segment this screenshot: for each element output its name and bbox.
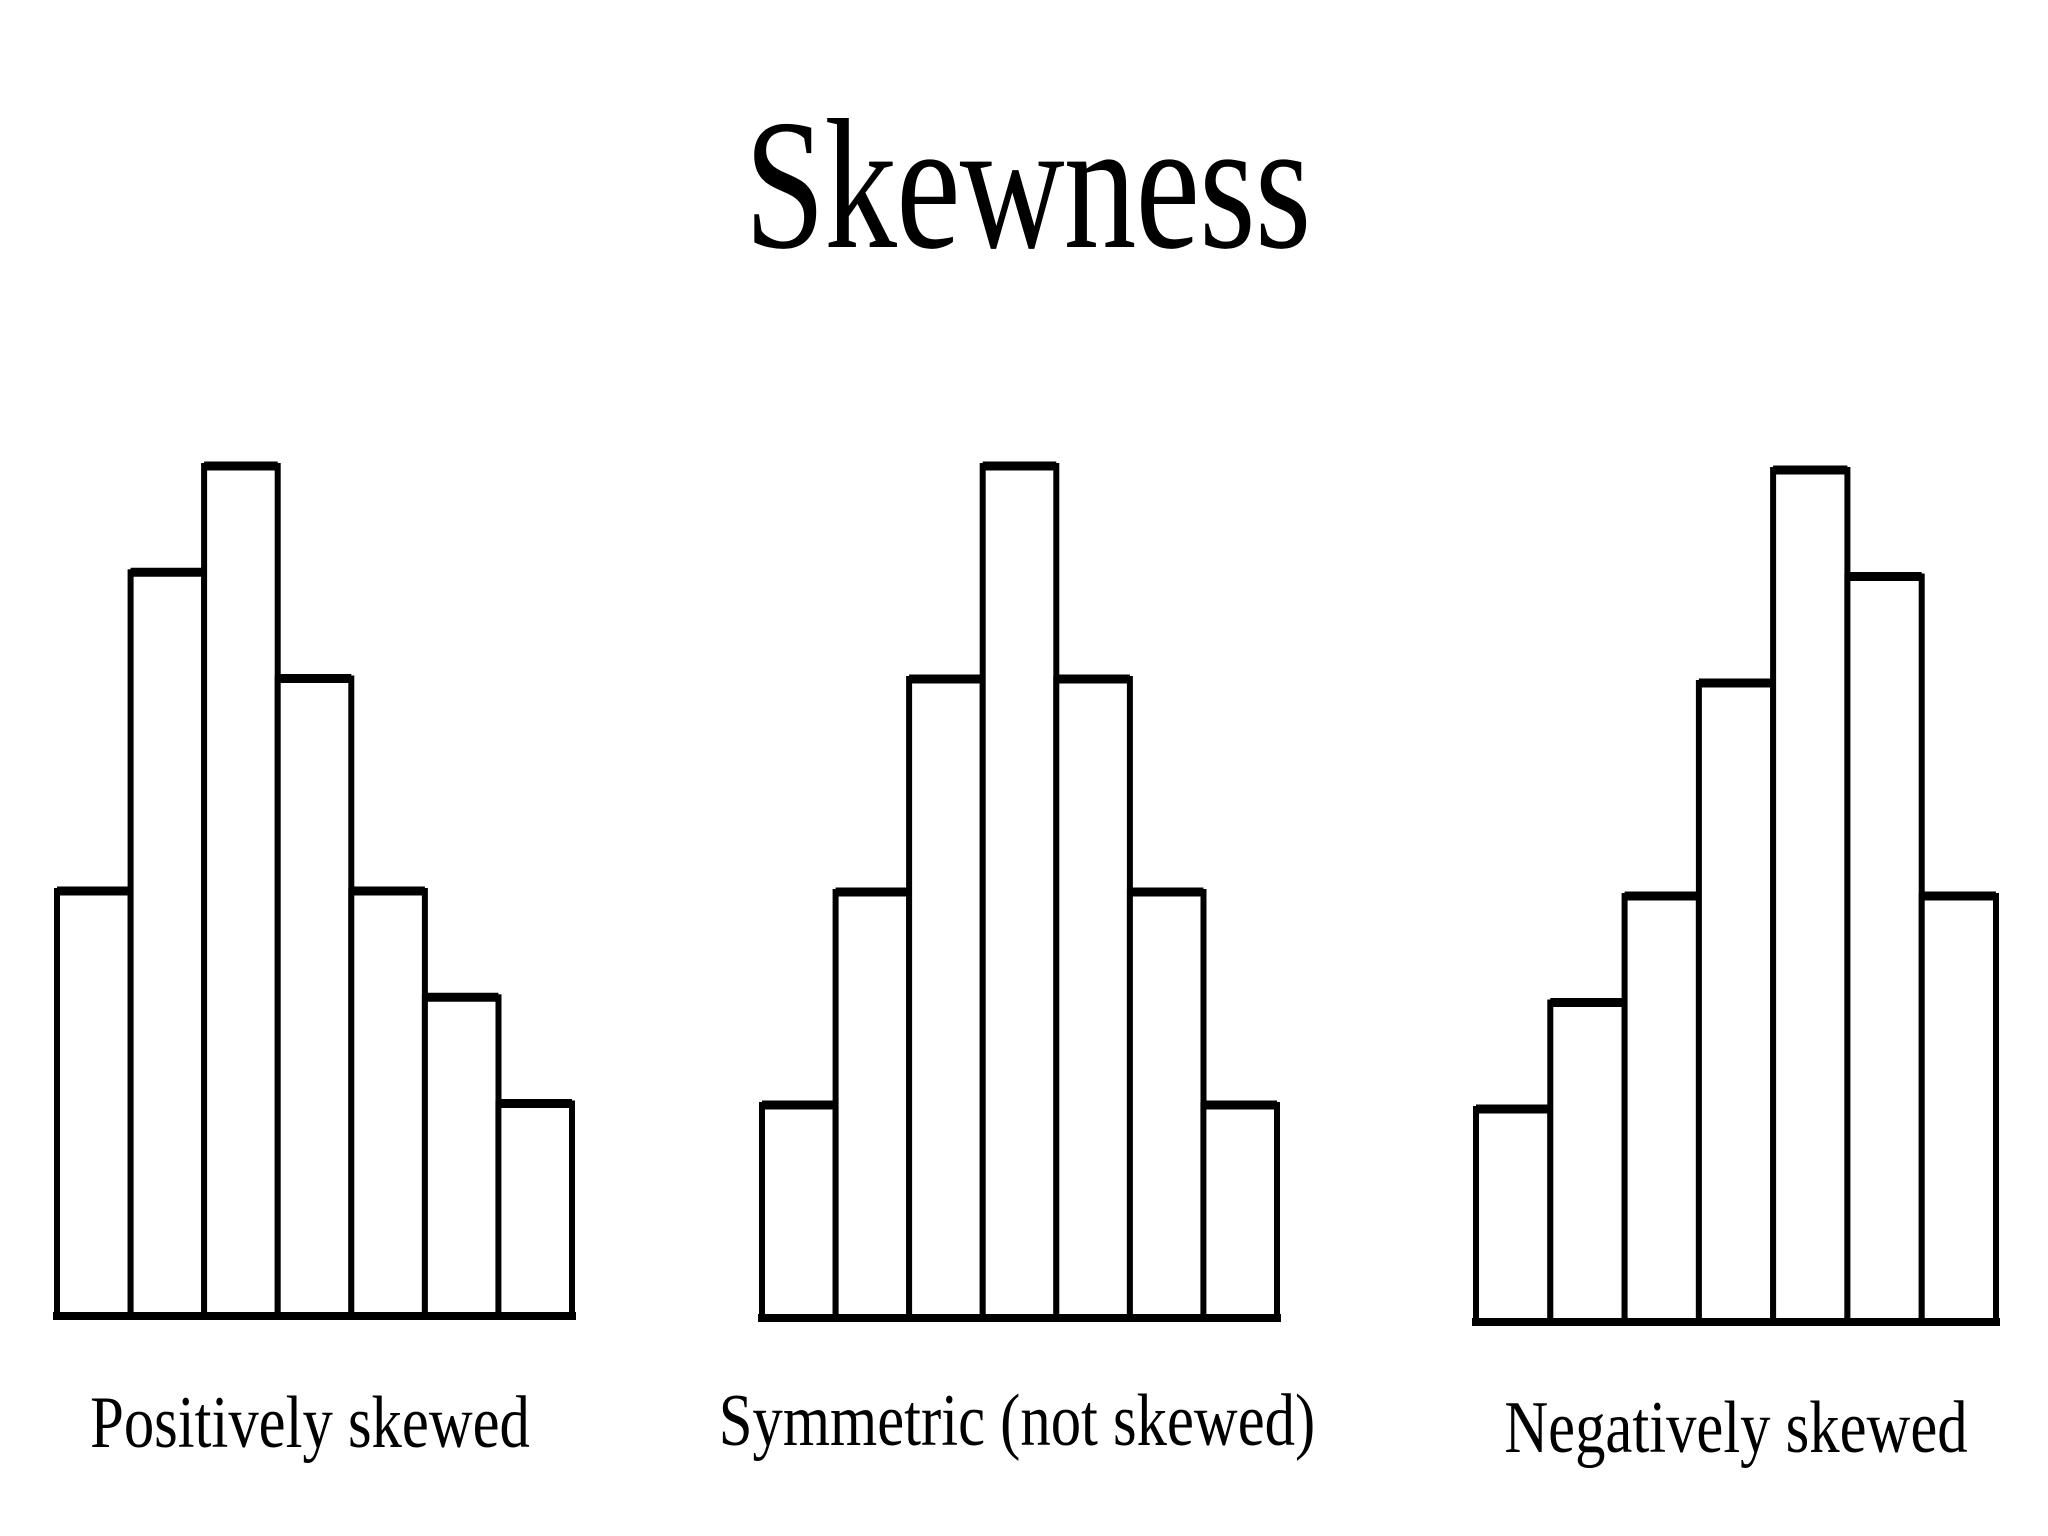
positive-bar-7 [495,1100,575,1319]
negative-bar-2 [1547,999,1628,1325]
symmetric-label: Symmetric (not skewed) [719,1379,1315,1461]
positive-bar-4 [274,675,355,1319]
symmetric-bar-1 [759,1102,839,1321]
negative-bar-1 [1473,1106,1554,1325]
symmetric-bar-5 [1053,676,1133,1321]
symmetric-bar-4 [979,463,1060,1321]
symmetric-bar-6 [1126,889,1207,1321]
symmetric-bar-7 [1200,1102,1281,1321]
negatively-skewed-histogram [1472,465,2000,1326]
symmetric-bar-3 [906,676,986,1321]
negatively-skewed-label: Negatively skewed [1504,1386,1967,1468]
negative-bar-6 [1844,573,1925,1325]
negative-bar-5 [1770,467,1851,1325]
negative-bar-7 [1918,893,1999,1325]
page-title: Skewness [744,82,1312,288]
positively-skewed-histogram [53,461,576,1320]
positive-bar-2 [127,569,208,1320]
negative-bar-4 [1695,680,1777,1325]
positive-bar-3 [201,463,281,1319]
symmetric-histogram [758,461,1281,1322]
positively-skewed-label: Positively skewed [90,1381,530,1463]
positive-bar-5 [348,888,428,1319]
symmetric-bar-2 [832,889,913,1321]
negative-bar-3 [1621,893,1702,1325]
positive-bar-6 [421,994,502,1320]
positive-bar-1 [54,888,134,1319]
